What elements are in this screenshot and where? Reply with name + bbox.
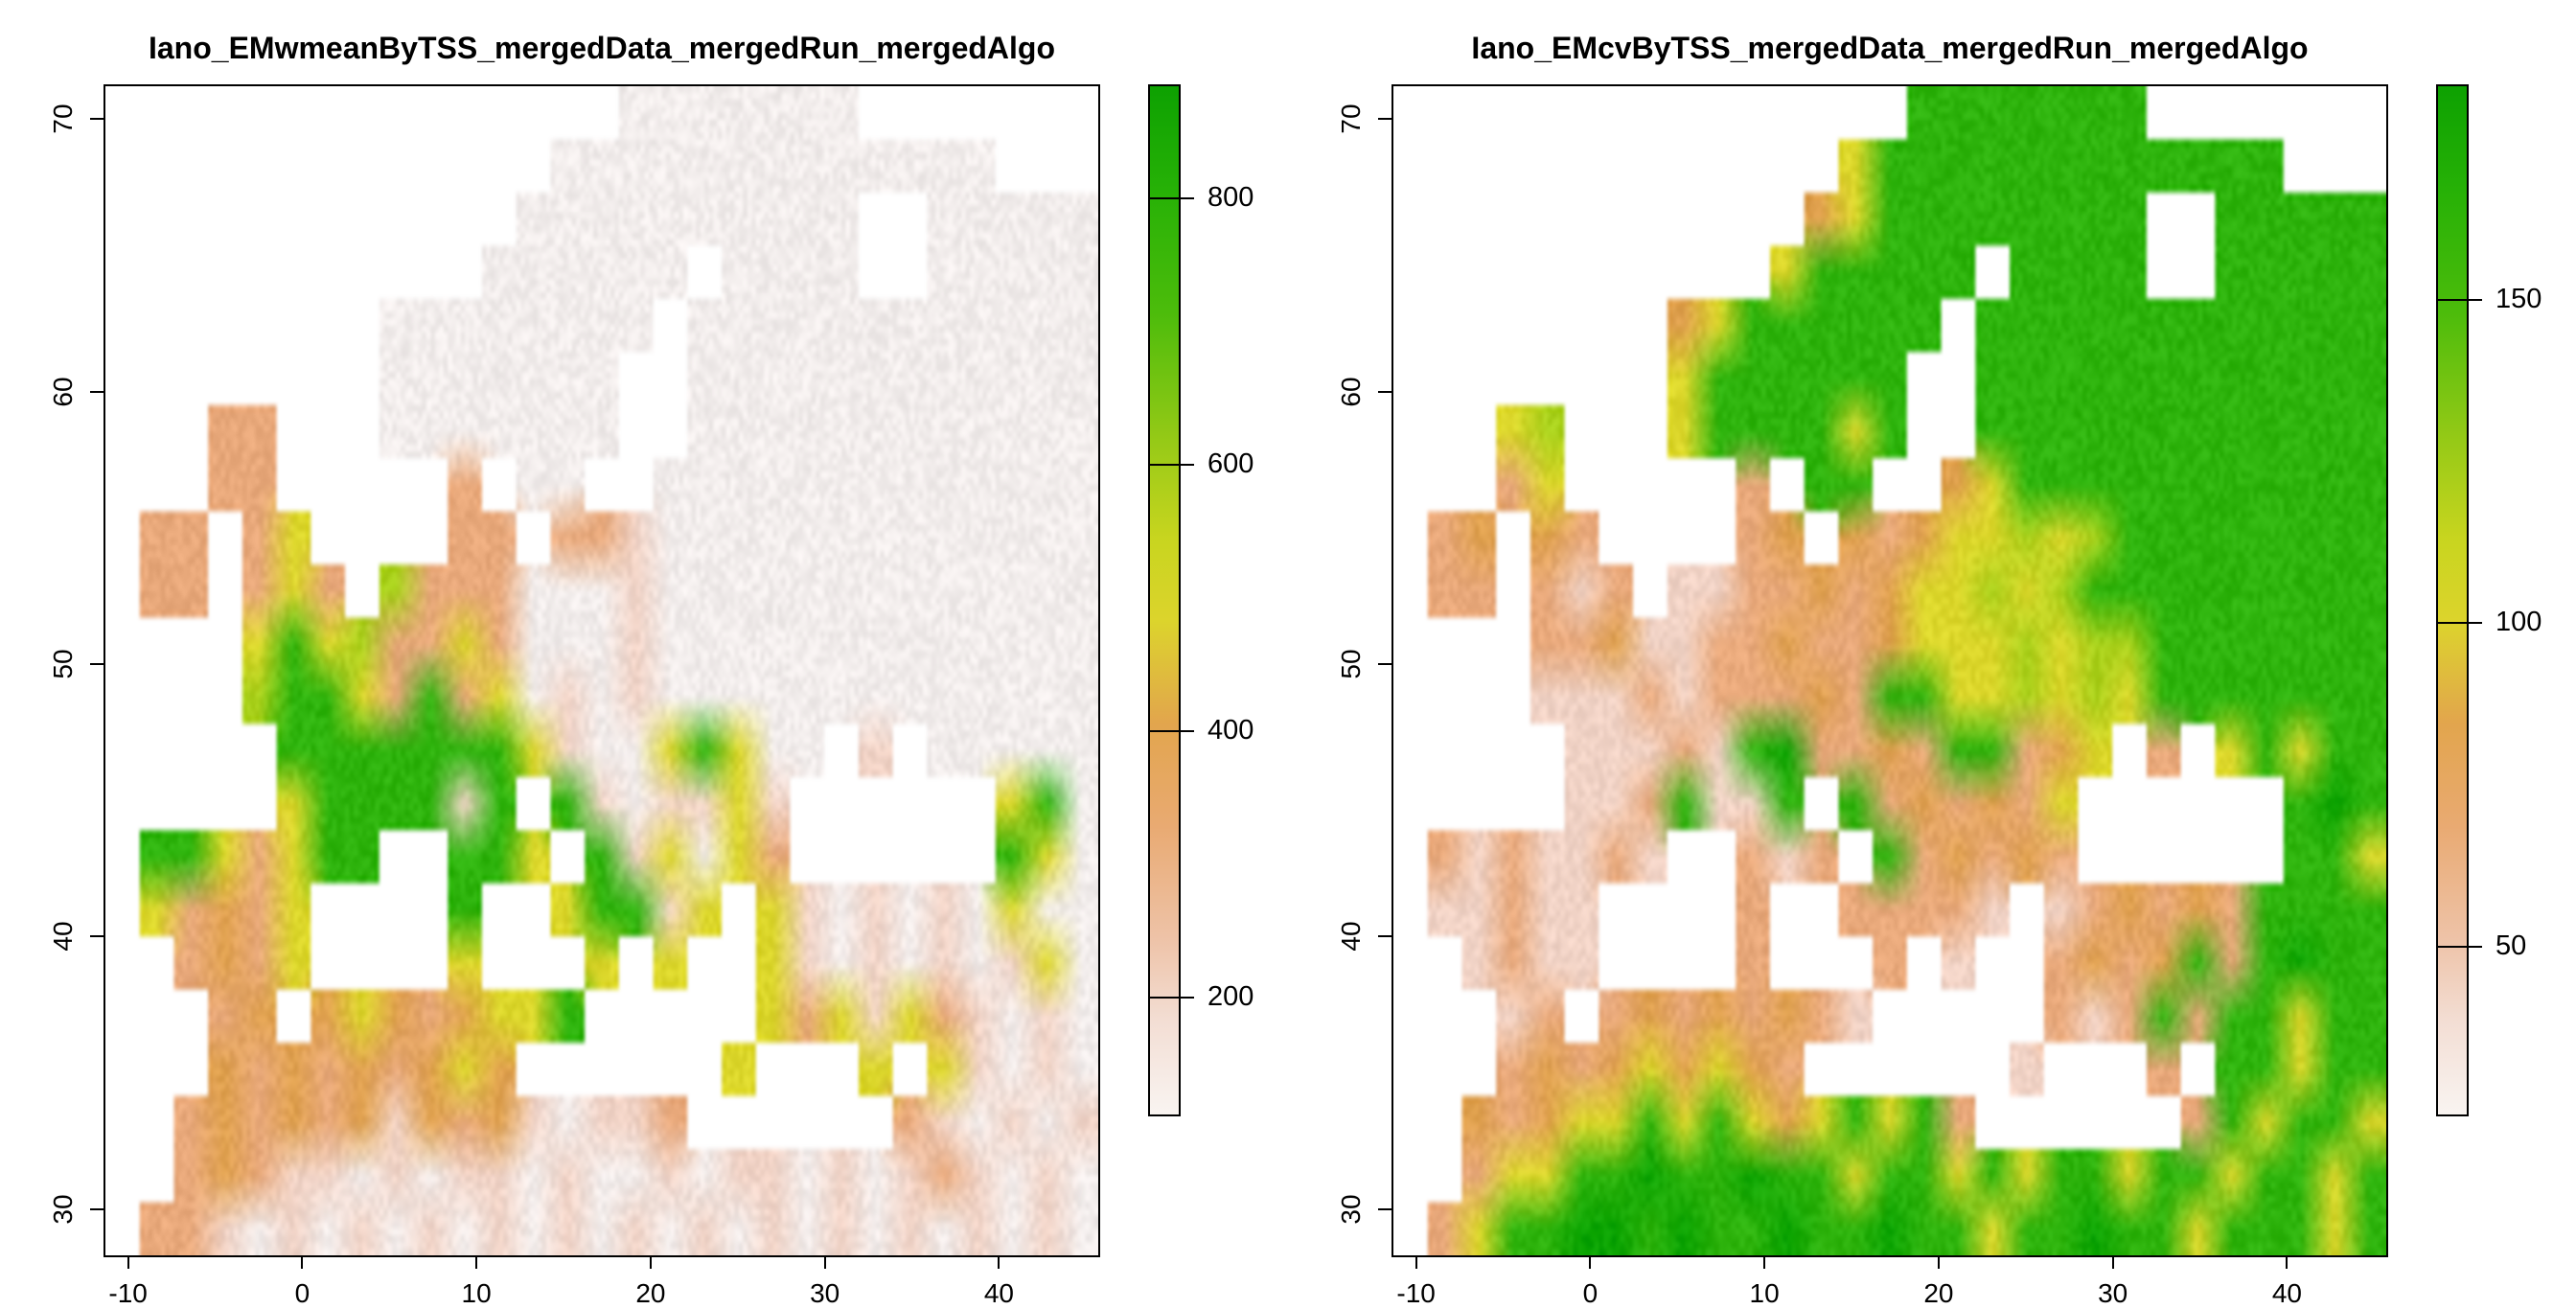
panel-emwmean: Iano_EMwmeanByTSS_mergedData_mergedRun_m… <box>0 0 1288 1308</box>
colorbar-gradient <box>2436 84 2469 1116</box>
colorbar-tick-label: 100 <box>2496 607 2542 638</box>
x-tick-mark <box>301 1255 304 1269</box>
colorbar-tick-label: 150 <box>2496 283 2542 314</box>
y-tick-mark <box>1378 935 1392 938</box>
map-raster-canvas <box>105 86 1098 1255</box>
y-tick-mark <box>90 390 104 393</box>
colorbar-gradient <box>1148 84 1181 1116</box>
x-tick-mark <box>823 1255 826 1269</box>
colorbar-tick-label: 50 <box>2496 930 2527 961</box>
y-tick-mark <box>1378 662 1392 665</box>
colorbar-tick-mark <box>2436 622 2482 625</box>
colorbar-tick-label: 200 <box>1208 980 1254 1012</box>
y-tick-label: 50 <box>1336 649 1366 679</box>
x-tick-label: -10 <box>1396 1278 1436 1308</box>
colorbar-tick-mark <box>1148 463 1194 466</box>
x-tick-mark <box>1763 1255 1766 1269</box>
colorbar-tick-mark <box>1148 729 1194 732</box>
x-tick-mark <box>475 1255 478 1269</box>
x-tick-mark <box>649 1255 652 1269</box>
x-tick-label: 30 <box>810 1278 840 1308</box>
y-tick-label: 60 <box>48 376 78 407</box>
x-tick-mark <box>2111 1255 2114 1269</box>
colorbar-tick-mark <box>1148 196 1194 199</box>
x-tick-label: 20 <box>1923 1278 1954 1308</box>
colorbar-tick-mark <box>1148 996 1194 999</box>
y-tick-mark <box>90 118 104 121</box>
colorbar-tick-mark <box>2436 945 2482 948</box>
y-tick-label: 40 <box>48 921 78 952</box>
y-tick-label: 30 <box>48 1194 78 1225</box>
x-tick-label: 40 <box>2271 1278 2302 1308</box>
x-tick-label: 30 <box>2098 1278 2128 1308</box>
y-tick-label: 70 <box>1336 103 1366 134</box>
y-tick-mark <box>1378 1207 1392 1210</box>
y-tick-mark <box>90 662 104 665</box>
y-tick-mark <box>90 935 104 938</box>
x-tick-label: 0 <box>294 1278 310 1308</box>
map-raster-canvas <box>1393 86 2386 1255</box>
x-tick-label: 20 <box>635 1278 666 1308</box>
colorbar-tick-label: 800 <box>1208 181 1254 213</box>
y-tick-mark <box>1378 390 1392 393</box>
x-tick-mark <box>126 1255 129 1269</box>
y-tick-label: 70 <box>48 103 78 134</box>
x-tick-label: 40 <box>983 1278 1014 1308</box>
y-tick-mark <box>1378 118 1392 121</box>
x-tick-mark <box>1589 1255 1592 1269</box>
panel-title: Iano_EMcvByTSS_mergedData_mergedRun_merg… <box>1471 31 2309 65</box>
x-tick-mark <box>2286 1255 2288 1269</box>
y-tick-label: 50 <box>48 649 78 679</box>
colorbar-tick-label: 400 <box>1208 714 1254 746</box>
y-tick-mark <box>90 1207 104 1210</box>
x-tick-label: 10 <box>1749 1278 1780 1308</box>
y-tick-label: 40 <box>1336 921 1366 952</box>
x-tick-label: -10 <box>108 1278 148 1308</box>
colorbar-tick-label: 600 <box>1208 448 1254 479</box>
colorbar-tick-mark <box>2436 298 2482 301</box>
y-tick-label: 60 <box>1336 376 1366 407</box>
x-tick-label: 10 <box>461 1278 492 1308</box>
y-tick-label: 30 <box>1336 1194 1366 1225</box>
x-tick-mark <box>1937 1255 1940 1269</box>
x-tick-mark <box>998 1255 1000 1269</box>
x-tick-label: 0 <box>1582 1278 1598 1308</box>
x-tick-mark <box>1414 1255 1417 1269</box>
panel-emcv: Iano_EMcvByTSS_mergedData_mergedRun_merg… <box>1288 0 2576 1308</box>
panel-title: Iano_EMwmeanByTSS_mergedData_mergedRun_m… <box>148 31 1056 65</box>
